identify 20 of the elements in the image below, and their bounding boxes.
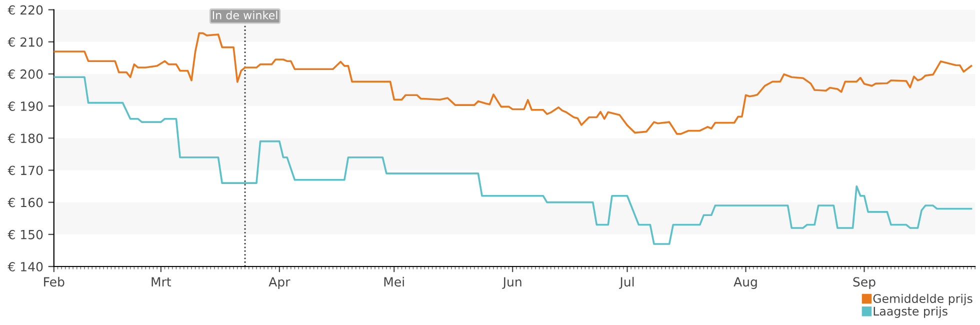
y-tick-label: € 180	[8, 134, 43, 144]
x-tick-label: Sep	[853, 277, 876, 290]
x-tick-label: Aug	[734, 277, 757, 290]
x-tick-label: Jul	[619, 276, 634, 289]
y-tick-label: € 140	[8, 262, 43, 272]
x-tick-label: Apr	[268, 277, 290, 290]
y-tick-label: € 170	[8, 166, 43, 176]
y-tick-label: € 190	[8, 102, 43, 111]
legend-label: Gemiddelde prijs	[873, 294, 972, 306]
x-tick-label: Mrt	[152, 277, 172, 286]
y-tick-label: € 210	[8, 37, 43, 47]
x-tick-label: Feb	[44, 276, 64, 287]
y-tick-label: € 150	[8, 230, 43, 240]
x-tick-label: Jun	[502, 277, 522, 289]
ref-line-label: In de winkel	[212, 10, 278, 20]
x-tick-label: Mei	[384, 276, 404, 287]
y-tick-label: € 200	[8, 69, 43, 79]
y-tick-label: € 220	[8, 5, 43, 15]
legend-label: Laagste prijs	[874, 306, 948, 318]
y-tick-label: € 160	[8, 198, 43, 208]
